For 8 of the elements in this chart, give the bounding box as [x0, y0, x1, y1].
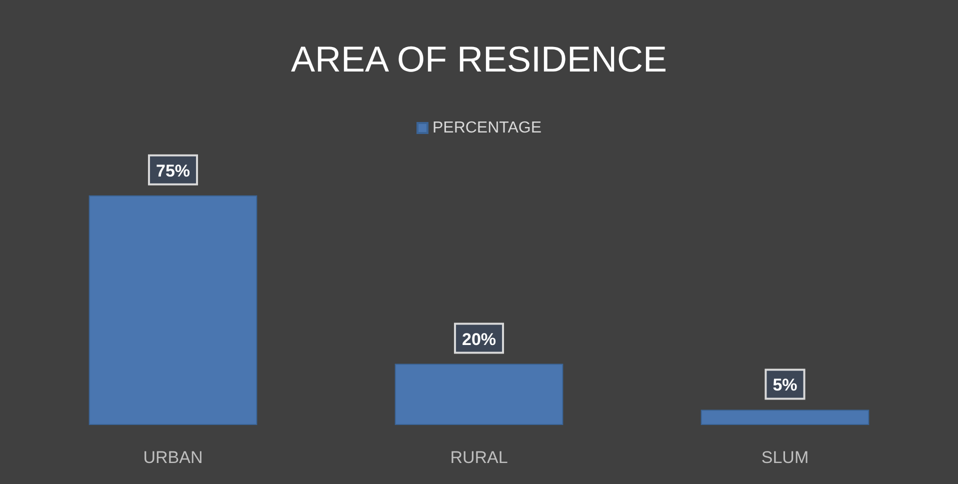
- data-label: 20%: [462, 330, 496, 349]
- data-label: 5%: [772, 376, 798, 395]
- x-tick-label: URBAN: [143, 448, 203, 467]
- data-label: 75%: [156, 161, 190, 180]
- legend-label: PERCENTAGE: [432, 120, 542, 136]
- x-tick-label: RURAL: [450, 448, 508, 467]
- x-tick-label: SLUM: [761, 448, 809, 467]
- chart-title: AREA OF RESIDENCE: [290, 38, 668, 80]
